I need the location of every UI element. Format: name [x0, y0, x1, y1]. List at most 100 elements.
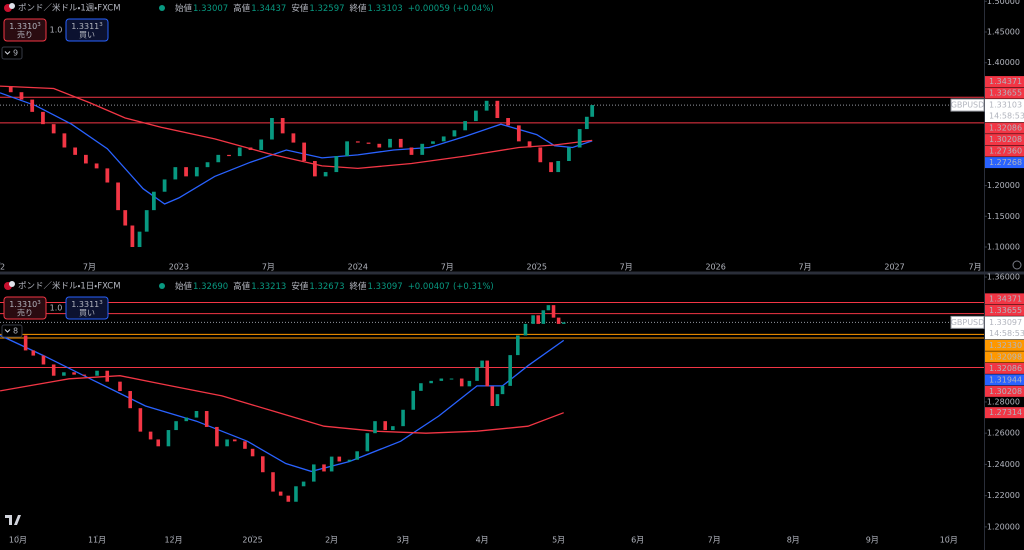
ohlc-value: 1.32690: [193, 282, 228, 292]
x-tick-label: 22: [0, 263, 5, 272]
last-price-box: [985, 99, 1024, 123]
candle: [531, 315, 535, 324]
symbol-tag: [950, 98, 985, 112]
quantity: 1.0: [50, 304, 63, 313]
candle: [184, 167, 188, 177]
price-label: 1.32086: [989, 124, 1022, 133]
candle: [62, 133, 67, 148]
candle: [227, 154, 231, 157]
tradingview-logo[interactable]: [5, 515, 21, 525]
candle: [41, 111, 45, 125]
candle: [294, 486, 298, 502]
candle: [546, 305, 551, 311]
candle: [467, 380, 472, 387]
candle: [383, 421, 387, 431]
buy-button[interactable]: [65, 296, 109, 320]
candle: [278, 491, 283, 496]
buy-price-pip: 3: [99, 300, 103, 306]
x-tick-label: 2月: [325, 536, 338, 545]
y-tick-label: 1.28000: [987, 397, 1020, 406]
candle: [31, 350, 36, 356]
candle: [409, 147, 414, 155]
candle: [391, 426, 395, 431]
x-tick-label: 10月: [9, 536, 27, 545]
candle: [204, 411, 209, 427]
candle: [291, 133, 296, 143]
candle: [144, 210, 149, 232]
moving-average: [0, 375, 564, 434]
moving-average: [0, 334, 565, 473]
price-label: 1.30208: [989, 135, 1022, 144]
x-tick-label: 6月: [631, 536, 644, 545]
candle: [243, 441, 247, 449]
x-tick-label: 2023: [169, 263, 189, 272]
candle: [23, 335, 28, 351]
chart-title: ポンド／米ドル・1日・FXCM: [18, 281, 121, 292]
candle: [431, 141, 435, 144]
candle: [429, 380, 433, 384]
candle: [441, 136, 446, 142]
candle: [83, 154, 88, 164]
indicator-count: 8: [13, 327, 18, 336]
candle: [280, 118, 285, 134]
indicator-count: 9: [13, 49, 18, 58]
ohlc-name: 安値: [291, 281, 309, 292]
buy-button[interactable]: [65, 18, 109, 42]
price-label: 1.34371: [989, 77, 1022, 86]
candle: [156, 439, 161, 447]
candle: [173, 167, 178, 180]
candle: [72, 372, 76, 375]
candle: [419, 383, 423, 391]
market-status: [159, 5, 165, 11]
y-tick-label: 1.26000: [987, 429, 1020, 438]
timezone-icon[interactable]: [1012, 260, 1022, 270]
price-label-box: [985, 407, 1024, 419]
candle: [590, 105, 595, 117]
price-label-box: [985, 87, 1024, 99]
candle: [452, 130, 457, 137]
ohlc-name: 終値: [350, 3, 368, 14]
ohlc-name: 高値: [233, 281, 251, 292]
plot-area: [0, 301, 984, 502]
candle: [439, 378, 444, 381]
indicator-toggle[interactable]: [1, 324, 23, 338]
candle: [105, 168, 110, 183]
candle: [237, 147, 242, 157]
x-tick-label: 7月: [620, 263, 633, 272]
ohlc-value: 1.32597: [309, 4, 344, 14]
price-label: 1.27314: [989, 408, 1022, 417]
change: +0.00407: [408, 282, 450, 292]
price-label: 1.30208: [989, 387, 1022, 396]
price-label-box: [985, 374, 1024, 386]
candle: [401, 409, 405, 427]
change: +0.00059: [408, 4, 450, 14]
buy-label: 買い: [79, 31, 95, 40]
x-tick-label: 7月: [83, 263, 96, 272]
candle: [329, 456, 334, 472]
candle: [527, 141, 532, 148]
candle: [366, 142, 371, 144]
candle: [485, 360, 490, 387]
candle: [51, 124, 56, 134]
candle: [312, 464, 316, 482]
x-tick-label: 5月: [552, 536, 565, 545]
price-label: 1.32098: [989, 352, 1022, 361]
sell-button[interactable]: [3, 18, 47, 42]
indicator-toggle[interactable]: [1, 46, 23, 60]
y-tick-label: 1.10000: [987, 243, 1020, 252]
sell-button[interactable]: [3, 296, 47, 320]
candle: [373, 421, 377, 434]
candle: [449, 378, 454, 380]
price-label: 1.34371: [989, 294, 1022, 303]
candle: [118, 381, 122, 392]
candle: [495, 394, 500, 407]
price-label: 1.32330: [989, 341, 1022, 350]
candle: [490, 386, 495, 407]
candle: [313, 161, 317, 177]
candle: [536, 315, 541, 324]
candle: [162, 179, 167, 192]
last-price-box: [985, 316, 1024, 340]
candle: [420, 143, 425, 155]
sell-price-main: 1.3310: [9, 300, 37, 309]
candle: [516, 125, 521, 142]
